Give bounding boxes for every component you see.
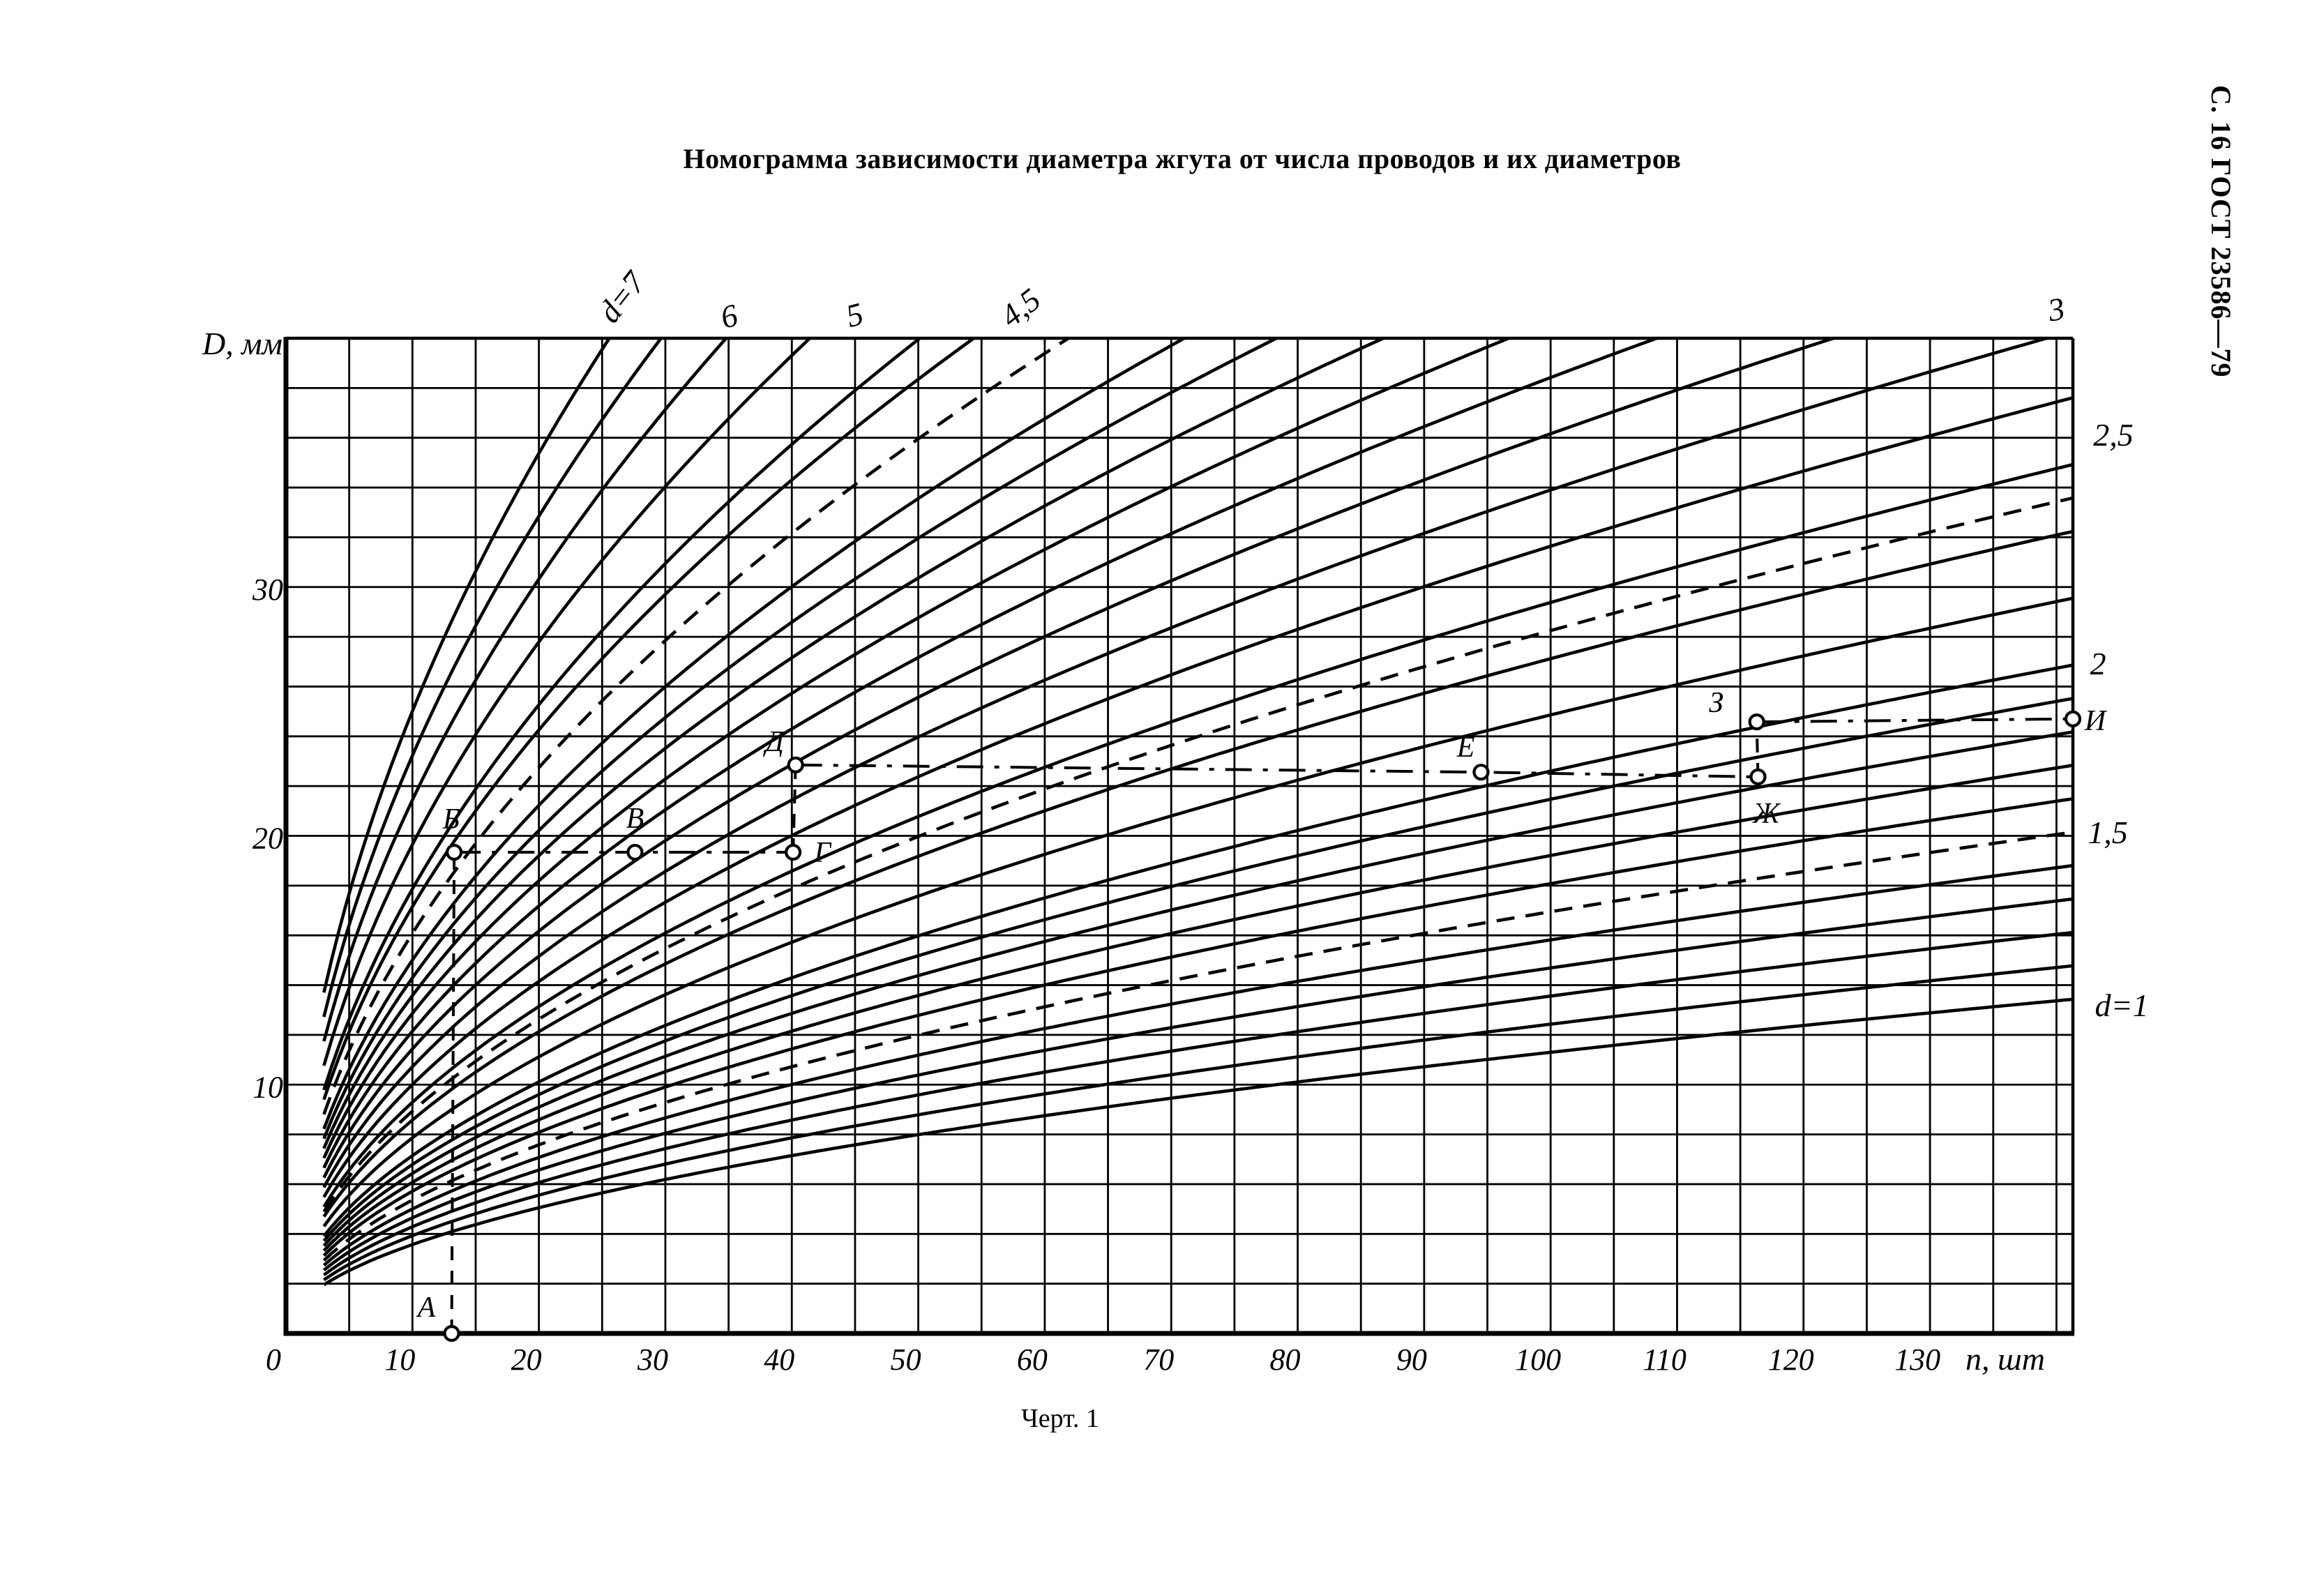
y-axis-title: D, мм bbox=[202, 326, 282, 361]
example-point-Е bbox=[1472, 764, 1490, 781]
curve-label-d=7: d=7 bbox=[591, 264, 653, 329]
wire-curve-d2.6 bbox=[322, 462, 2073, 1208]
wire-curve-d3.8 bbox=[322, 338, 1388, 1149]
example-point-label-Ж: Ж bbox=[1751, 798, 1781, 830]
wire-curve-d5 bbox=[322, 338, 923, 1091]
example-point-label-В: В bbox=[626, 803, 644, 835]
wire-curve-d5.5 bbox=[322, 338, 813, 1066]
curve-label-4,5: 4,5 bbox=[994, 281, 1048, 334]
wire-curve-d2.4 bbox=[322, 529, 2073, 1218]
curve-label-6: 6 bbox=[717, 297, 741, 335]
example-point-И bbox=[2064, 710, 2082, 727]
chart-title: Номограмма зависимости диаметра жгута от… bbox=[683, 143, 1682, 174]
wire-curve-d1.2 bbox=[323, 930, 2073, 1277]
example-point-Г bbox=[784, 843, 802, 861]
wire-curve-d4 bbox=[322, 338, 1281, 1140]
example-point-Б bbox=[446, 843, 463, 861]
x-tick-80: 80 bbox=[1270, 1343, 1301, 1377]
wire-curve-d3.4 bbox=[322, 338, 1662, 1169]
example-point-Ж bbox=[1749, 768, 1767, 786]
figure-caption: Черт. 1 bbox=[1021, 1404, 1099, 1433]
wire-curve-d4.2 bbox=[322, 338, 1188, 1130]
example-point-label-Д: Д bbox=[762, 726, 785, 758]
wire-curve-d1.1 bbox=[323, 964, 2073, 1282]
example-point-label-А: А bbox=[416, 1292, 436, 1324]
example-point-В bbox=[626, 843, 644, 861]
wire-curve-d4.8 bbox=[322, 338, 977, 1101]
wire-curve-dashed-d2.5 bbox=[322, 496, 2073, 1213]
x-tick-30: 30 bbox=[637, 1343, 668, 1377]
page-side-note: С. 16 ГОСТ 23586—79 bbox=[2205, 85, 2237, 378]
example-point-Д bbox=[787, 756, 804, 773]
curve-label-1,5: 1,5 bbox=[2088, 815, 2128, 850]
wire-curve-d2.2 bbox=[322, 596, 2073, 1227]
x-axis-title: n, шт bbox=[1965, 1341, 2045, 1377]
x-tick-70: 70 bbox=[1143, 1343, 1174, 1377]
example-points: А Б В Г Д Е Ж З И bbox=[416, 687, 2108, 1343]
wire-curve-d1.3 bbox=[322, 897, 2073, 1272]
wire-curve-d2.8 bbox=[322, 395, 2073, 1198]
x-tick-120: 120 bbox=[1768, 1343, 1814, 1377]
wire-curve-d2 bbox=[322, 663, 2073, 1237]
example-point-label-И: И bbox=[2084, 705, 2108, 737]
curve-label-3: 3 bbox=[2045, 290, 2067, 328]
x-tick-60: 60 bbox=[1017, 1343, 1048, 1377]
x-tick-90: 90 bbox=[1396, 1343, 1427, 1377]
example-segment-АБ bbox=[450, 852, 456, 1334]
wire-curve-d6 bbox=[322, 338, 729, 1042]
example-point-label-Б: Б bbox=[442, 803, 460, 835]
x-tick-110: 110 bbox=[1643, 1343, 1687, 1377]
y-tick-30: 30 bbox=[252, 573, 283, 607]
example-segment-ЖЗ bbox=[1755, 722, 1760, 778]
axis-tick-labels: 0 10 20 30 40 50 60 70 80 90 100 110 120 130 10 20 30 bbox=[252, 573, 1940, 1377]
curve-label-d=1: d=1 bbox=[2095, 988, 2148, 1023]
x-tick-130: 130 bbox=[1894, 1343, 1940, 1377]
wire-curve-d6.5 bbox=[322, 338, 663, 1018]
y-tick-20: 20 bbox=[252, 822, 283, 856]
grid bbox=[286, 338, 2073, 1333]
x-tick-100: 100 bbox=[1515, 1343, 1561, 1377]
wire-curve-d1.4 bbox=[322, 863, 2073, 1266]
x-tick-50: 50 bbox=[891, 1343, 921, 1377]
curve-label-5: 5 bbox=[843, 296, 867, 334]
y-tick-10: 10 bbox=[252, 1070, 283, 1104]
example-path bbox=[450, 717, 2074, 1334]
wire-curve-dashed-d1.5 bbox=[322, 830, 2073, 1262]
curve-family bbox=[322, 338, 2073, 1287]
wire-curve-d1.8 bbox=[322, 730, 2073, 1247]
x-tick-40: 40 bbox=[764, 1343, 794, 1377]
curve-label-2: 2 bbox=[2090, 646, 2106, 681]
wire-curve-d1.7 bbox=[322, 764, 2073, 1252]
curve-label-2,5: 2,5 bbox=[2093, 417, 2134, 453]
x-tick-10: 10 bbox=[384, 1343, 415, 1377]
example-point-label-Г: Г bbox=[813, 837, 832, 869]
example-segment-ГД bbox=[792, 764, 797, 853]
wire-curve-d3.6 bbox=[322, 338, 1514, 1159]
wire-curve-d1 bbox=[323, 997, 2073, 1287]
example-point-label-Е: Е bbox=[1456, 732, 1475, 764]
wire-curve-d7 bbox=[322, 338, 612, 993]
wire-curve-d1.9 bbox=[322, 697, 2073, 1242]
wire-curve-d3 bbox=[322, 338, 2053, 1188]
example-point-label-З: З bbox=[1709, 687, 1723, 719]
x-tick-0: 0 bbox=[266, 1343, 281, 1377]
example-point-З bbox=[1748, 713, 1765, 731]
x-tick-20: 20 bbox=[511, 1343, 542, 1377]
example-point-А bbox=[443, 1324, 460, 1343]
wire-curve-d3.2 bbox=[322, 338, 1839, 1179]
plot-frame bbox=[283, 336, 2075, 1336]
wire-curve-d1.6 bbox=[322, 796, 2073, 1257]
